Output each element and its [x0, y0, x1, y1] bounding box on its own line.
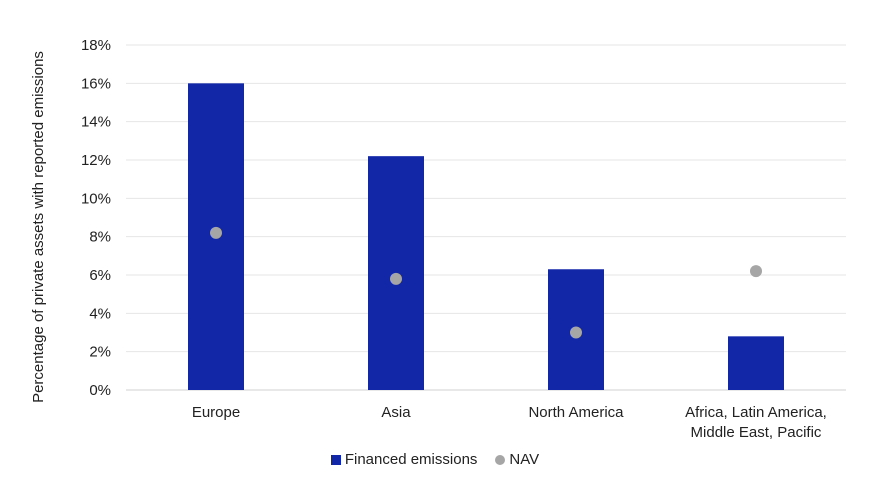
x-axis-categories: Europe Asia North America Africa, Latin Ame…: [192, 404, 827, 441]
gridlines: [126, 44, 846, 391]
y-tick-label: 2%: [89, 344, 111, 361]
x-category-label: North America: [528, 404, 624, 421]
legend: Financed emissions NAV: [0, 451, 870, 468]
nav-dot: [210, 226, 222, 239]
legend-item-nav: NAV: [495, 451, 539, 468]
y-axis-ticks: 0% 2% 4% 6% 8% 10% 12% 14% 16% 18%: [81, 37, 111, 399]
y-tick-label: 10%: [81, 190, 111, 207]
square-swatch-icon: [330, 454, 341, 465]
x-category-label: Middle East, Pacific: [691, 424, 822, 441]
x-category-label: Europe: [192, 404, 240, 421]
nav-dot: [570, 326, 582, 339]
x-category-label: Africa, Latin America,: [685, 404, 827, 421]
y-axis-label: Percentage of private assets with report…: [30, 51, 47, 403]
legend-label: Financed emissions: [344, 451, 478, 468]
nav-dot: [390, 272, 402, 285]
x-category-label: Asia: [381, 404, 411, 421]
legend-label: NAV: [509, 451, 540, 468]
legend-item-financed-emissions: Financed emissions: [330, 451, 478, 468]
nav-dots: [210, 226, 762, 339]
y-tick-label: 18%: [81, 37, 111, 54]
circle-swatch-icon: [495, 454, 506, 465]
y-tick-label: 16%: [81, 75, 111, 92]
y-tick-label: 6%: [89, 267, 111, 284]
y-tick-label: 8%: [89, 229, 111, 246]
y-tick-label: 12%: [81, 152, 111, 169]
y-tick-label: 0%: [89, 382, 111, 399]
nav-dot: [750, 265, 762, 278]
bar: [728, 336, 784, 390]
y-tick-label: 14%: [81, 114, 111, 131]
y-tick-label: 4%: [89, 305, 111, 322]
